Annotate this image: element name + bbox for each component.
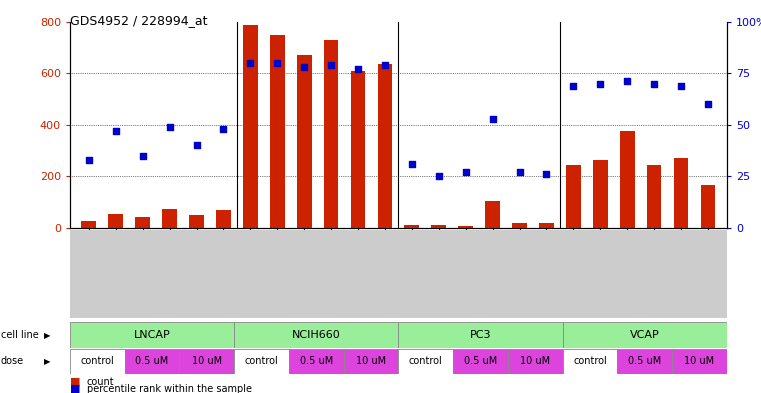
Bar bbox=[108, 214, 123, 228]
Point bbox=[379, 62, 391, 68]
Bar bbox=[562, 322, 727, 348]
Point bbox=[352, 66, 364, 72]
Point bbox=[675, 83, 687, 89]
Bar bbox=[344, 349, 399, 374]
Text: cell line: cell line bbox=[1, 330, 39, 340]
Bar bbox=[70, 322, 234, 348]
Point bbox=[325, 62, 337, 68]
Bar bbox=[399, 322, 562, 348]
Bar bbox=[70, 349, 125, 374]
Bar bbox=[234, 322, 399, 348]
Point bbox=[110, 128, 122, 134]
Bar bbox=[458, 226, 473, 228]
Text: 0.5 uM: 0.5 uM bbox=[628, 356, 661, 366]
Bar bbox=[81, 221, 96, 228]
Text: GDS4952 / 228994_at: GDS4952 / 228994_at bbox=[70, 14, 208, 27]
Bar bbox=[404, 225, 419, 228]
Point bbox=[433, 173, 445, 180]
Bar bbox=[216, 210, 231, 228]
Bar bbox=[562, 349, 617, 374]
Text: ■: ■ bbox=[70, 377, 81, 387]
Text: 10 uM: 10 uM bbox=[684, 356, 715, 366]
Bar bbox=[619, 131, 635, 228]
Point bbox=[486, 116, 498, 122]
Bar bbox=[672, 349, 727, 374]
Text: ▶: ▶ bbox=[44, 357, 51, 366]
Point bbox=[244, 60, 256, 66]
Bar bbox=[508, 349, 562, 374]
Bar bbox=[180, 349, 234, 374]
Bar bbox=[399, 349, 453, 374]
Text: percentile rank within the sample: percentile rank within the sample bbox=[87, 384, 252, 393]
Point bbox=[271, 60, 283, 66]
Point bbox=[702, 101, 714, 107]
Text: control: control bbox=[573, 356, 607, 366]
Bar bbox=[243, 26, 258, 228]
Text: 10 uM: 10 uM bbox=[356, 356, 386, 366]
Point bbox=[621, 78, 633, 84]
Text: 0.5 uM: 0.5 uM bbox=[135, 356, 169, 366]
Bar bbox=[323, 40, 339, 228]
Point bbox=[218, 126, 230, 132]
Text: 0.5 uM: 0.5 uM bbox=[464, 356, 497, 366]
Text: ▶: ▶ bbox=[44, 331, 51, 340]
Point bbox=[567, 83, 579, 89]
Bar bbox=[377, 64, 393, 228]
Bar bbox=[431, 225, 446, 228]
Point bbox=[594, 80, 607, 86]
Bar bbox=[701, 185, 715, 228]
Point bbox=[460, 169, 472, 175]
Bar bbox=[351, 71, 365, 228]
Bar bbox=[566, 165, 581, 228]
Bar bbox=[453, 349, 508, 374]
Bar bbox=[647, 165, 661, 228]
Text: 10 uM: 10 uM bbox=[192, 356, 222, 366]
Bar bbox=[673, 158, 689, 228]
Text: LNCAP: LNCAP bbox=[134, 330, 170, 340]
Bar bbox=[234, 349, 289, 374]
Text: PC3: PC3 bbox=[470, 330, 492, 340]
Point bbox=[136, 152, 148, 159]
Bar bbox=[162, 209, 177, 228]
Text: NCIH660: NCIH660 bbox=[292, 330, 341, 340]
Text: ■: ■ bbox=[70, 384, 81, 393]
Text: control: control bbox=[245, 356, 279, 366]
Text: 10 uM: 10 uM bbox=[520, 356, 550, 366]
Point bbox=[514, 169, 526, 175]
Text: 0.5 uM: 0.5 uM bbox=[300, 356, 333, 366]
Text: dose: dose bbox=[1, 356, 24, 366]
Point bbox=[406, 161, 418, 167]
Bar bbox=[593, 160, 607, 228]
Point bbox=[298, 64, 310, 70]
Point bbox=[164, 124, 176, 130]
Point bbox=[648, 80, 661, 86]
Point bbox=[83, 157, 95, 163]
Bar bbox=[617, 349, 672, 374]
Text: control: control bbox=[81, 356, 114, 366]
Point bbox=[190, 142, 202, 149]
Text: VCAP: VCAP bbox=[630, 330, 660, 340]
Text: count: count bbox=[87, 377, 114, 387]
Text: control: control bbox=[409, 356, 443, 366]
Bar bbox=[512, 223, 527, 228]
Bar bbox=[270, 35, 285, 228]
Bar bbox=[289, 349, 344, 374]
Bar bbox=[539, 223, 554, 228]
Bar bbox=[135, 217, 150, 228]
Bar bbox=[297, 55, 311, 228]
Bar bbox=[189, 215, 204, 228]
Bar bbox=[486, 201, 500, 228]
Point bbox=[540, 171, 552, 177]
Bar bbox=[125, 349, 180, 374]
